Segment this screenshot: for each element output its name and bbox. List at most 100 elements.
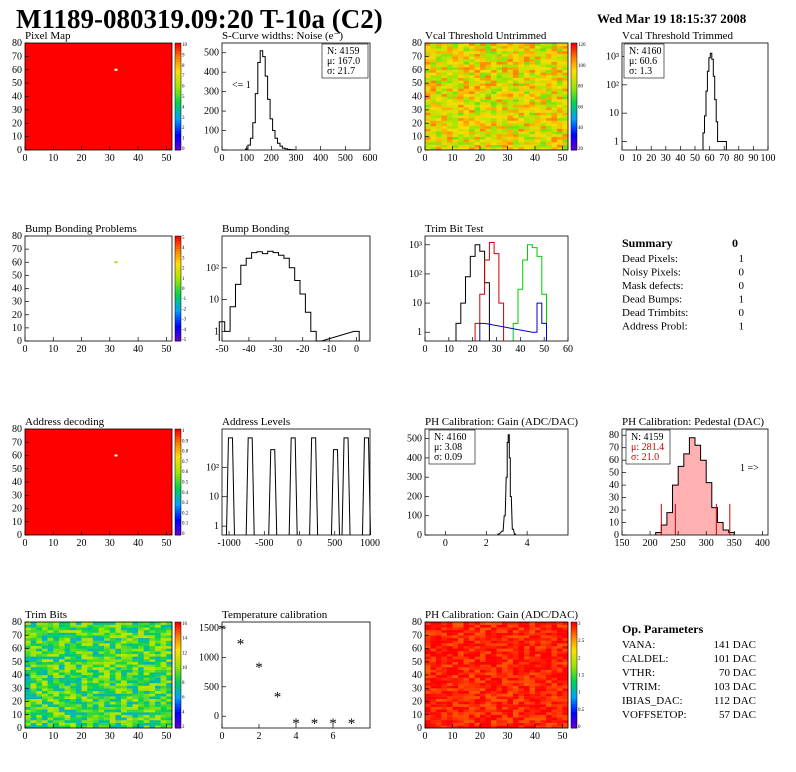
heatmap-cell <box>551 136 558 140</box>
color-scale-segment <box>571 77 577 81</box>
heatmap-cell <box>41 627 48 631</box>
heatmap-cell <box>126 706 133 710</box>
heatmap-cell <box>540 88 547 92</box>
x-tick-label: 10 <box>448 731 458 742</box>
color-scale-segment <box>175 262 181 266</box>
heatmap-cell <box>469 115 475 119</box>
heatmap-cell <box>546 664 552 668</box>
heatmap-cell <box>98 653 105 657</box>
heatmap-cell <box>513 64 519 68</box>
heatmap-cell <box>557 59 563 62</box>
heatmap-cell <box>160 629 167 633</box>
heatmap-cell <box>126 632 133 636</box>
heatmap-cell <box>452 651 459 654</box>
heatmap-cell <box>524 75 530 78</box>
y-tick-label: 70 <box>12 437 22 448</box>
heatmap-cell <box>25 627 31 631</box>
heatmap-cell <box>496 88 503 92</box>
heatmap-cell <box>430 688 437 692</box>
color-scale-frame <box>570 621 578 729</box>
color-scale-segment <box>175 471 181 475</box>
heatmap-cell <box>562 67 569 70</box>
heatmap-cell <box>491 696 497 700</box>
heatmap-cell <box>41 717 48 721</box>
heatmap-cell <box>149 667 156 670</box>
color-scale-segment <box>571 677 577 681</box>
heatmap-cell <box>36 675 43 678</box>
heatmap-cell <box>109 675 116 678</box>
heatmap-cell <box>92 661 99 665</box>
y-tick-label: 30 <box>12 683 22 694</box>
heatmap-cell <box>436 61 442 65</box>
color-scale-segment <box>175 632 181 636</box>
heatmap-cell <box>155 701 161 705</box>
heatmap-cell <box>518 667 525 670</box>
heatmap-cell <box>132 717 139 721</box>
heatmap-cell <box>474 690 481 694</box>
heatmap-cell <box>529 115 536 119</box>
heatmap-cell <box>160 645 167 649</box>
heatmap-cell <box>507 682 514 686</box>
heatmap-cell <box>441 107 448 111</box>
heatmap-cell <box>447 144 453 148</box>
heatmap-cell <box>469 672 475 676</box>
heatmap-cell <box>507 659 514 662</box>
heatmap-cell <box>58 682 65 686</box>
color-scale-segment <box>175 627 181 631</box>
color-scale-segment <box>175 521 181 525</box>
heatmap-cell <box>551 72 558 76</box>
heatmap-cell <box>425 117 431 121</box>
heatmap-cell <box>524 107 530 111</box>
stats-box <box>428 429 476 465</box>
heatmap-cell <box>485 99 492 103</box>
heatmap-cell <box>496 701 503 705</box>
heatmap-cell <box>502 51 508 54</box>
heatmap-cell <box>469 632 475 636</box>
heatmap-cell <box>474 643 481 647</box>
heatmap-cell <box>513 77 519 81</box>
heatmap-cell <box>485 672 492 676</box>
histogram-series <box>512 244 547 341</box>
y-tick-label: 0 <box>17 530 22 541</box>
heatmap-cell <box>535 635 541 639</box>
heatmap-cell <box>502 677 508 681</box>
heatmap-cell <box>557 627 563 631</box>
heatmap-cell <box>496 659 503 662</box>
heatmap-cell <box>70 680 77 684</box>
heatmap-cell <box>138 696 144 700</box>
heatmap-cell <box>513 128 519 132</box>
heatmap-cell <box>469 696 475 700</box>
heatmap-cell <box>491 627 497 631</box>
heatmap-cell <box>166 667 173 670</box>
heatmap-cell <box>535 48 541 52</box>
heatmap-cell <box>115 682 122 686</box>
x-tick-label: 50 <box>161 153 171 164</box>
heatmap-cell <box>474 56 481 60</box>
heatmap-cell <box>126 720 133 723</box>
panel-title: Temperature calibration <box>222 609 328 621</box>
heatmap-cell <box>529 85 536 89</box>
heatmap-cell <box>447 112 453 116</box>
heatmap-cell <box>557 139 563 143</box>
heatmap-cell <box>496 722 503 726</box>
heatmap-cell <box>496 714 503 718</box>
color-scale-segment <box>175 85 181 89</box>
heatmap-cell <box>58 643 65 647</box>
heatmap-cell <box>562 712 569 715</box>
heatmap-cell <box>53 661 60 665</box>
heatmap-cell <box>546 112 552 116</box>
heatmap-cell <box>126 627 133 631</box>
heatmap-cell <box>518 83 525 86</box>
heatmap-cell <box>53 701 60 705</box>
heatmap-cell <box>463 104 470 108</box>
heatmap-cell <box>452 99 459 103</box>
heatmap-cell <box>562 59 569 62</box>
heatmap-cell <box>452 56 459 60</box>
heatmap-cell <box>535 64 541 68</box>
heatmap-cell <box>540 131 547 135</box>
heatmap-cell <box>524 80 530 84</box>
heatmap-cell <box>546 109 552 113</box>
color-scale-segment <box>175 476 181 480</box>
heatmap-cell <box>64 717 71 721</box>
heatmap-cell <box>502 640 508 644</box>
